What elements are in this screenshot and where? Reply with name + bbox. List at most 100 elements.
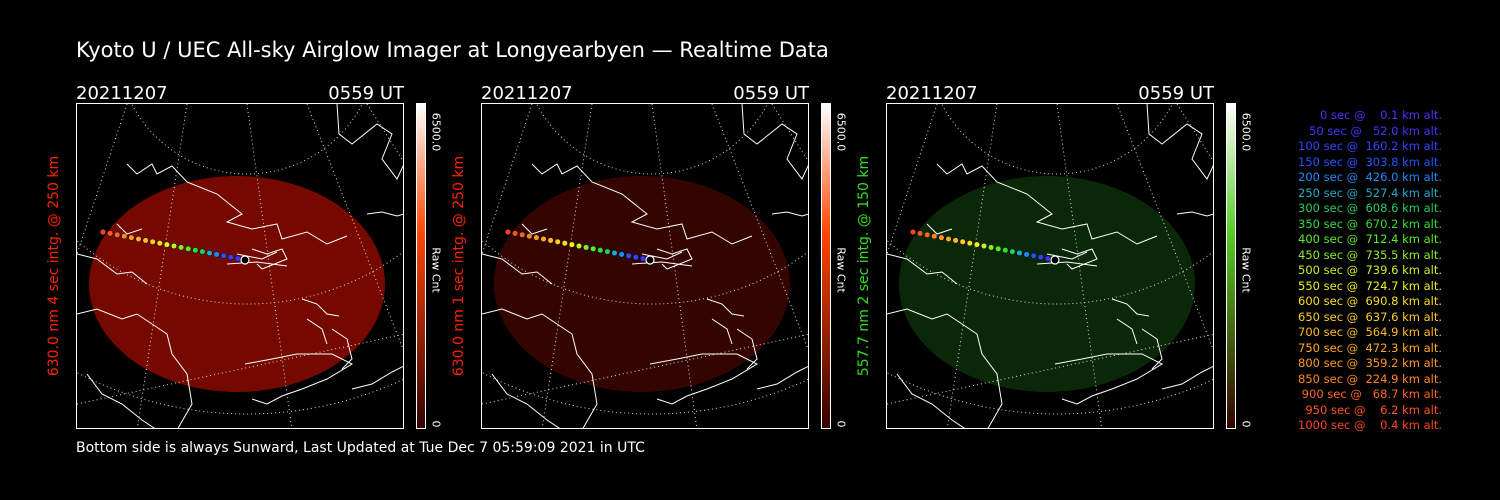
- legend-entry: 250 sec @ 527.4 km alt.: [1294, 185, 1442, 200]
- trajectory-point: [163, 241, 170, 248]
- trajectory-point: [1002, 247, 1009, 254]
- colorbar-min: 0: [1239, 420, 1253, 428]
- legend-entry: 300 sec @ 608.6 km alt.: [1294, 201, 1442, 215]
- trajectory-point: [611, 249, 618, 257]
- panel-time: 0559 UT: [328, 83, 404, 104]
- legend-entry: 850 sec @ 224.9 km alt.: [1294, 371, 1442, 386]
- airglow-field: [494, 176, 790, 392]
- trajectory-point: [128, 234, 135, 241]
- panel-ylabel: 630.0 nm 4 sec intg. @ 250 km: [46, 155, 62, 377]
- trajectory-point: [107, 230, 114, 237]
- allsky-map: [77, 104, 403, 428]
- trajectory-point: [980, 242, 988, 250]
- panel-date: 20211207: [76, 83, 168, 104]
- legend-entry: 950 sec @ 6.2 km alt.: [1301, 402, 1442, 417]
- airglow-field: [899, 176, 1195, 392]
- imager-panel-3: 20211207 0559 UT 557.7 nm 2 sec intg. @ …: [856, 80, 1286, 430]
- panel-ylabel: 557.7 nm 2 sec intg. @ 150 km: [856, 155, 872, 377]
- trajectory-point: [99, 228, 107, 236]
- trajectory-point: [547, 237, 554, 244]
- legend-entry: 650 sec @ 637.6 km alt.: [1294, 309, 1442, 324]
- trajectory-point: [931, 233, 938, 240]
- colorbar-max: 6500.0: [834, 112, 848, 152]
- trajectory-point: [632, 254, 639, 261]
- allsky-image: [886, 103, 1214, 429]
- trajectory-point: [575, 242, 583, 250]
- trajectory-point: [206, 249, 213, 257]
- legend-entry: 1000 sec @ 0.4 km alt.: [1298, 418, 1442, 432]
- airglow-field: [89, 176, 385, 392]
- trajectory-point: [618, 251, 625, 258]
- legend-entry: 150 sec @ 303.8 km alt.: [1294, 154, 1442, 169]
- legend-entry: 100 sec @ 160.2 km alt.: [1294, 139, 1442, 153]
- trajectory-point: [1030, 252, 1037, 259]
- panel-date: 20211207: [886, 83, 978, 104]
- allsky-image: [76, 103, 404, 429]
- trajectory-point: [583, 244, 590, 251]
- trajectory-point: [199, 248, 206, 255]
- trajectory-point: [924, 231, 931, 238]
- trajectory-point: [959, 238, 966, 245]
- trajectory-point: [597, 247, 604, 254]
- legend-entry: 750 sec @ 472.3 km alt.: [1294, 340, 1442, 355]
- station-marker: [240, 255, 250, 265]
- imager-panel-1: 20211207 0559 UT 630.0 nm 4 sec intg. @ …: [46, 80, 476, 430]
- colorbar: [1226, 103, 1236, 429]
- imager-panel-2: 20211207 0559 UT 630.0 nm 1 sec intg. @ …: [451, 80, 881, 430]
- legend-entry: 600 sec @ 690.8 km alt.: [1294, 294, 1442, 308]
- coastlines: [482, 104, 808, 428]
- panel-ylabel: 630.0 nm 1 sec intg. @ 250 km: [451, 155, 467, 377]
- trajectory-point: [561, 240, 568, 247]
- legend-entry: 350 sec @ 670.2 km alt.: [1294, 216, 1442, 231]
- trajectory-point: [533, 234, 540, 241]
- allsky-map: [887, 104, 1213, 428]
- trajectory-point: [540, 235, 547, 243]
- trajectory-point: [519, 231, 526, 238]
- colorbar-max: 6500.0: [1239, 112, 1253, 152]
- trajectory-point: [952, 237, 959, 244]
- trajectory-point: [149, 238, 156, 245]
- trajectory-point: [909, 228, 917, 236]
- trajectory-point: [966, 240, 973, 247]
- trajectory-point: [568, 241, 575, 248]
- trajectory-point: [213, 251, 220, 258]
- trajectory-point: [938, 234, 945, 241]
- station-marker: [1050, 255, 1060, 265]
- trajectory-point: [185, 245, 192, 252]
- trajectory-point: [512, 230, 519, 237]
- trajectory-point: [1044, 255, 1051, 262]
- trajectory-point: [114, 231, 121, 238]
- trajectory-point: [995, 245, 1002, 252]
- trajectory-point: [988, 244, 995, 251]
- trajectory-point: [625, 252, 632, 259]
- trajectory-point: [220, 252, 227, 259]
- trajectory-point: [526, 233, 533, 240]
- trajectory-point: [1037, 254, 1044, 261]
- trajectory-point: [973, 241, 980, 248]
- trajectory: [99, 228, 250, 265]
- trajectory-point: [156, 240, 163, 247]
- trajectory-legend: 0 sec @ 0.1 km alt. 50 sec @ 52.0 km alt…: [1262, 108, 1442, 434]
- legend-entry: 400 sec @ 712.4 km alt.: [1294, 232, 1442, 246]
- trajectory-point: [121, 233, 128, 240]
- geographic-grid: [887, 104, 1213, 428]
- allsky-map: [482, 104, 808, 428]
- trajectory-point: [504, 228, 512, 236]
- colorbar: [416, 103, 426, 429]
- panel-date: 20211207: [481, 83, 573, 104]
- geographic-grid: [77, 104, 403, 428]
- trajectory: [504, 228, 655, 265]
- trajectory-point: [604, 248, 611, 255]
- trajectory-point: [142, 237, 149, 244]
- colorbar-unit: Raw Cnt: [834, 247, 848, 293]
- trajectory-point: [227, 254, 234, 261]
- trajectory-point: [590, 245, 597, 252]
- page-title: Kyoto U / UEC All-sky Airglow Imager at …: [76, 38, 829, 62]
- legend-entry: 700 sec @ 564.9 km alt.: [1294, 325, 1442, 339]
- trajectory-point: [554, 238, 561, 245]
- allsky-image: [481, 103, 809, 429]
- coastlines: [887, 104, 1213, 428]
- colorbar-unit: Raw Cnt: [1239, 247, 1253, 293]
- trajectory-point: [192, 247, 199, 254]
- trajectory-point: [945, 235, 952, 243]
